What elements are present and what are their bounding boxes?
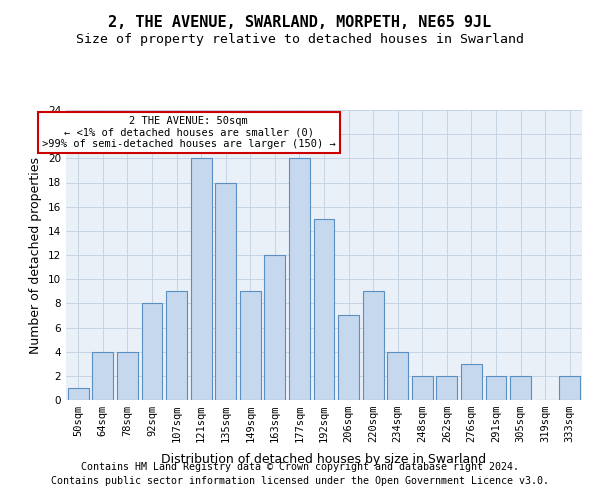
Bar (265, 255, 286, 400)
Text: Contains HM Land Registry data © Crown copyright and database right 2024.: Contains HM Land Registry data © Crown c… (81, 462, 519, 472)
Bar (559, 376, 580, 400)
Text: Contains public sector information licensed under the Open Government Licence v3: Contains public sector information licen… (51, 476, 549, 486)
Bar (387, 352, 408, 400)
Bar (92, 352, 113, 400)
Text: 2 THE AVENUE: 50sqm
← <1% of detached houses are smaller (0)
>99% of semi-detach: 2 THE AVENUE: 50sqm ← <1% of detached ho… (42, 116, 336, 149)
Text: Size of property relative to detached houses in Swarland: Size of property relative to detached ho… (76, 32, 524, 46)
Bar (240, 291, 261, 400)
Bar (436, 376, 457, 400)
Bar (117, 352, 138, 400)
X-axis label: Distribution of detached houses by size in Swarland: Distribution of detached houses by size … (161, 454, 487, 466)
Bar (166, 291, 187, 400)
Bar (338, 316, 359, 400)
Bar (142, 304, 163, 400)
Bar (68, 388, 89, 400)
Bar (191, 158, 212, 400)
Bar (412, 376, 433, 400)
Bar (289, 158, 310, 400)
Text: 2, THE AVENUE, SWARLAND, MORPETH, NE65 9JL: 2, THE AVENUE, SWARLAND, MORPETH, NE65 9… (109, 15, 491, 30)
Bar (485, 376, 506, 400)
Bar (314, 219, 334, 400)
Bar (215, 182, 236, 400)
Y-axis label: Number of detached properties: Number of detached properties (29, 156, 43, 354)
Bar (461, 364, 482, 400)
Bar (362, 291, 383, 400)
Bar (510, 376, 531, 400)
